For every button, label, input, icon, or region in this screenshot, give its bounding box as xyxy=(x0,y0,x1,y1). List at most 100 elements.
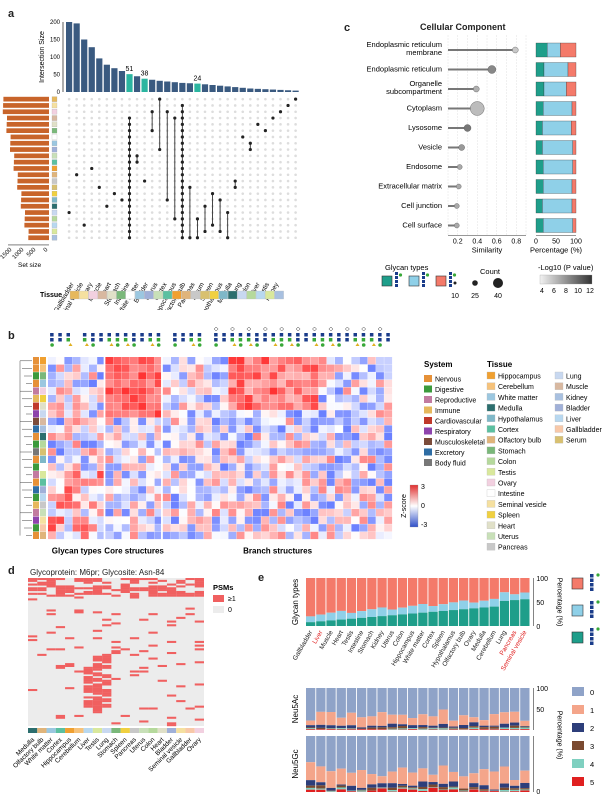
heatmap-cell xyxy=(48,493,56,502)
heatmap-cell xyxy=(162,471,171,479)
heatmap-cell xyxy=(302,486,311,494)
heatmap-cell xyxy=(56,448,65,456)
annotation-51: 51 xyxy=(126,66,134,73)
sialic-acid-segment xyxy=(489,791,499,792)
matrix-dot xyxy=(218,179,222,183)
heatmap-cell xyxy=(195,478,204,486)
heatmap-cell xyxy=(269,448,278,456)
glycan-icon-square xyxy=(50,338,54,342)
heatmap-cell xyxy=(343,433,352,441)
heatmap-cell xyxy=(285,448,294,456)
matrix-dot xyxy=(82,236,86,240)
heatmap-cell xyxy=(203,417,212,426)
heatmap-cell xyxy=(326,402,335,410)
psm-cell xyxy=(28,689,38,692)
heatmap-cell xyxy=(302,387,311,395)
heatmap-cell xyxy=(367,417,376,426)
heatmap-cell xyxy=(376,463,384,471)
matrix-dot xyxy=(82,217,86,221)
sialic-acid-segment xyxy=(377,783,387,788)
matrix-dot xyxy=(211,141,214,145)
heatmap-cell xyxy=(138,478,147,486)
heatmap-cell xyxy=(97,509,106,517)
glycan-type-segment xyxy=(357,578,367,612)
heatmap-cell xyxy=(220,364,229,372)
heatmap-cell xyxy=(171,524,179,532)
heatmap-cell xyxy=(154,433,163,441)
glycan-icon-square xyxy=(590,614,594,618)
heatmap-cell xyxy=(277,501,286,509)
tissue-legend-swatch xyxy=(486,510,496,519)
heatmap-cell xyxy=(285,524,294,532)
matrix-dot xyxy=(218,141,222,145)
heatmap-cell xyxy=(367,509,376,517)
psm-cell xyxy=(46,631,56,634)
sialic-acid-segment xyxy=(336,728,346,730)
psm-cell xyxy=(92,637,103,640)
psm-cell xyxy=(139,589,149,592)
matrix-dot xyxy=(196,192,199,195)
glycan-icon-square xyxy=(395,280,398,283)
pct-axis-label: Percentage (%) xyxy=(530,246,583,255)
heatmap-cell xyxy=(138,433,147,441)
matrix-dot xyxy=(82,110,86,114)
matrix-dot xyxy=(211,97,214,101)
matrix-dot xyxy=(165,217,169,221)
sialic-acid-segment xyxy=(316,789,326,792)
heatmap-cell xyxy=(179,493,188,502)
system-annotation-cell xyxy=(33,425,39,433)
cc-category-label: Endoplasmic reticulum xyxy=(367,65,442,74)
sialic-acid-segment xyxy=(367,784,377,788)
sialic-acid-segment xyxy=(510,785,520,789)
sialic-acid-segment xyxy=(479,791,489,792)
glycan-type-segment xyxy=(357,611,367,618)
matrix-dot-active xyxy=(218,229,222,234)
heatmap-cell xyxy=(187,417,196,426)
matrix-dot-active xyxy=(286,103,290,108)
system-annotation-cell xyxy=(33,493,39,501)
glycan-type-segment xyxy=(326,620,336,626)
heatmap-cell xyxy=(154,364,163,372)
count-legend-label: 5 xyxy=(590,778,594,787)
sialic-acid-segment xyxy=(428,727,438,729)
matrix-dot xyxy=(218,160,222,164)
sialic-acid-segment xyxy=(336,725,346,728)
heatmap-cell xyxy=(335,455,343,464)
heatmap-cell xyxy=(220,463,229,471)
psm-cell xyxy=(55,714,66,717)
heatmap-cell xyxy=(351,455,360,464)
matrix-dot xyxy=(135,141,139,145)
psm-cell xyxy=(129,592,140,595)
psm-cell xyxy=(194,578,204,581)
tissue-annotation-cell xyxy=(40,364,46,372)
heatmap-cell xyxy=(146,486,155,494)
heatmap-cell xyxy=(80,440,89,448)
heatmap-cell xyxy=(367,478,376,486)
matrix-dot xyxy=(294,129,297,132)
heatmap-cell xyxy=(351,387,360,395)
heatmap-cell xyxy=(162,395,171,403)
matrix-dot xyxy=(135,204,139,208)
heatmap-cell xyxy=(261,493,270,502)
glycan-type-segment xyxy=(489,606,499,626)
sialic-acid-segment xyxy=(316,711,326,725)
heatmap-cell xyxy=(302,364,311,372)
matrix-dot xyxy=(143,204,146,208)
glycan-type-segment xyxy=(397,614,408,626)
heatmap-cell xyxy=(294,433,302,441)
glycan-icon-square xyxy=(156,333,161,337)
heatmap-cell xyxy=(179,455,188,464)
heatmap-cell xyxy=(138,387,147,395)
matrix-dot xyxy=(249,211,252,214)
heatmap-cell xyxy=(195,493,204,502)
psm-cell xyxy=(176,663,186,666)
heatmap-cell xyxy=(277,440,286,448)
heatmap-cell xyxy=(56,425,65,433)
psm-cell xyxy=(92,711,103,714)
matrix-dot xyxy=(75,192,78,195)
system-annotation-cell xyxy=(33,395,39,403)
heatmap-cell xyxy=(285,395,294,403)
sialic-acid-segment xyxy=(448,781,459,787)
heatmap-cell xyxy=(351,364,360,372)
glycan-icon-square xyxy=(181,338,185,342)
